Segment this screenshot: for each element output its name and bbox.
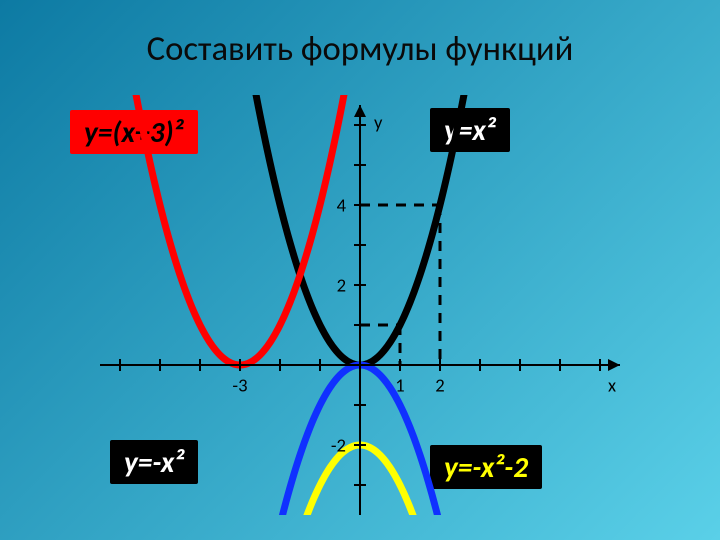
y-axis-arrow	[354, 105, 366, 117]
x-tick-label: 2	[435, 374, 444, 397]
y-tick-label: 2	[337, 274, 346, 297]
chart-area: -3 1 2 4 2 -2 y x	[80, 95, 640, 515]
slide-title: Составить формулы функций	[0, 28, 720, 70]
y-tick-label: -2	[331, 434, 346, 457]
x-tick-label: -3	[232, 374, 247, 397]
x-axis-arrow	[608, 359, 620, 371]
parabola-chart: -3 1 2 4 2 -2 y x	[80, 95, 640, 515]
slide-root: Составить формулы функций y=(x+3)² y=x² …	[0, 0, 720, 540]
y-axis-label: y	[374, 112, 383, 135]
x-tick-label: 1	[395, 374, 404, 397]
x-axis-label: x	[608, 374, 616, 397]
y-tick-label: 4	[337, 194, 347, 217]
